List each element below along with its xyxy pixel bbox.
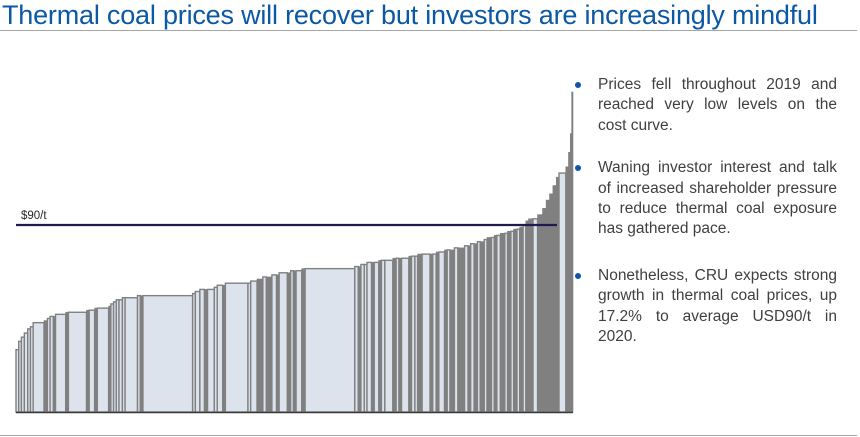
cost-bar <box>469 242 475 413</box>
cost-bar <box>490 236 495 413</box>
bullet-text: Nonetheless, CRU expects strong growth i… <box>598 266 837 346</box>
cost-bar <box>421 253 431 413</box>
cost-bar <box>136 294 141 413</box>
bullet-item: Nonetheless, CRU expects strong growth i… <box>575 266 837 348</box>
cost-bar <box>414 255 419 413</box>
cost-bar <box>537 214 543 413</box>
cost-bar <box>545 199 550 413</box>
cost-bar <box>432 253 437 413</box>
cost-bar <box>216 284 224 413</box>
title-divider <box>0 30 857 31</box>
cost-bar <box>49 315 54 413</box>
cost-bar <box>504 232 509 413</box>
cost-bar <box>271 274 278 413</box>
cost-bar <box>510 230 515 413</box>
cost-bar <box>354 265 359 413</box>
slide-title: Thermal coal prices will recover but inv… <box>2 0 818 30</box>
cost-bar <box>289 270 295 413</box>
bullet-dot-icon <box>575 165 581 172</box>
bullet-dot-icon <box>575 272 581 279</box>
cost-bar <box>446 249 451 413</box>
cost-bar <box>395 257 400 413</box>
cost-bar <box>199 288 206 413</box>
cost-bar <box>532 218 539 413</box>
bullet-dot-icon <box>575 82 581 88</box>
bullet-text: Waning investor interest and talk of inc… <box>598 159 837 238</box>
price-line-label: $90/t <box>21 210 47 222</box>
cost-bar <box>453 247 459 413</box>
cost-bar <box>256 278 264 413</box>
cost-bar <box>366 261 373 413</box>
bullet-item: Prices fell throughout 2019 and reached … <box>575 75 837 136</box>
cost-bar <box>142 294 194 413</box>
cost-bar <box>304 267 356 413</box>
cost-bar <box>295 270 303 413</box>
cost-bar <box>262 276 267 413</box>
cost-bar <box>549 193 554 413</box>
cost-bar <box>558 172 567 413</box>
bullet-item: Waning investor interest and talk of inc… <box>575 158 837 240</box>
cost-bar <box>457 247 465 413</box>
cost-bar <box>373 261 380 413</box>
cost-bar <box>88 309 96 413</box>
cost-bar <box>496 234 501 413</box>
cost-bar <box>224 282 249 413</box>
cost-bar <box>265 276 273 413</box>
cost-bar <box>516 228 521 413</box>
cost-bar <box>438 251 446 413</box>
cost-bar <box>565 166 569 413</box>
footer-divider <box>0 435 857 436</box>
cost-bar <box>32 321 45 413</box>
cost-bar <box>552 185 557 413</box>
cost-bar <box>249 280 258 413</box>
cost-bar <box>67 311 88 413</box>
cost-bar <box>206 288 216 413</box>
cost-bar <box>571 91 574 413</box>
cost-bar <box>483 238 488 413</box>
bullet-list: Prices fell throughout 2019 and reached … <box>575 75 837 369</box>
cost-curve-chart: $90/t <box>15 91 574 414</box>
cost-bar <box>400 257 410 413</box>
cost-bar <box>542 208 547 413</box>
cost-bar <box>522 224 527 413</box>
cost-bar <box>525 220 529 413</box>
bullet-text: Prices fell throughout 2019 and reached … <box>598 76 837 134</box>
cost-bar <box>54 313 67 413</box>
cost-bar <box>278 272 288 413</box>
cost-bar <box>384 259 394 413</box>
cost-curve-bars <box>15 91 574 413</box>
cost-bar <box>96 307 110 413</box>
cost-bar <box>463 245 469 413</box>
cost-bar <box>124 297 139 413</box>
cost-bar <box>476 240 481 413</box>
